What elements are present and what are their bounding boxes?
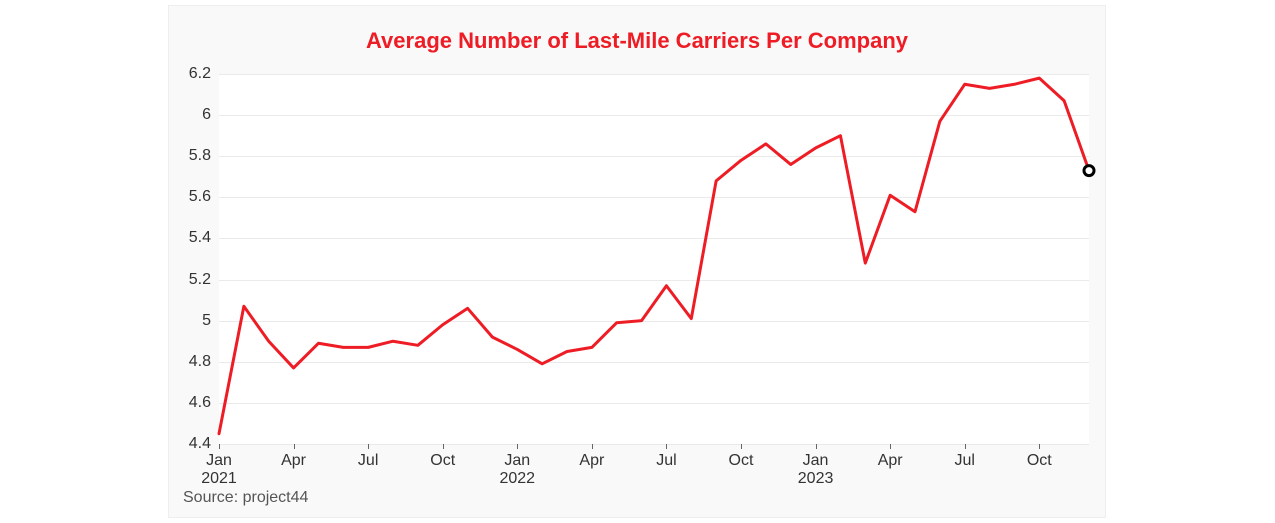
x-tick bbox=[965, 444, 966, 449]
y-tick-label: 4.4 bbox=[189, 435, 211, 453]
x-tick bbox=[741, 444, 742, 449]
x-tick-label: Oct bbox=[729, 452, 754, 470]
x-tick-label: Apr bbox=[281, 452, 306, 470]
y-tick-label: 4.8 bbox=[189, 353, 211, 371]
x-tick-label: Jul bbox=[954, 452, 974, 470]
chart-title: Average Number of Last-Mile Carriers Per… bbox=[169, 28, 1105, 54]
x-tick bbox=[294, 444, 295, 449]
x-tick bbox=[816, 444, 817, 449]
x-tick-label: Oct bbox=[430, 452, 455, 470]
y-tick-label: 5.4 bbox=[189, 229, 211, 247]
x-tick-label: Jan 2022 bbox=[499, 452, 535, 489]
x-tick-label: Oct bbox=[1027, 452, 1052, 470]
x-tick bbox=[219, 444, 220, 449]
y-tick-label: 5 bbox=[202, 312, 211, 330]
x-tick bbox=[890, 444, 891, 449]
x-tick-label: Apr bbox=[579, 452, 604, 470]
y-tick-label: 6 bbox=[202, 106, 211, 124]
y-tick-label: 5.8 bbox=[189, 147, 211, 165]
x-tick-label: Apr bbox=[878, 452, 903, 470]
x-tick bbox=[1039, 444, 1040, 449]
x-tick bbox=[368, 444, 369, 449]
end-marker bbox=[1084, 166, 1094, 176]
y-tick-label: 5.6 bbox=[189, 188, 211, 206]
x-tick bbox=[666, 444, 667, 449]
line-series-svg bbox=[219, 74, 1089, 444]
x-tick-label: Jan 2023 bbox=[798, 452, 834, 489]
plot-area bbox=[219, 74, 1089, 444]
y-gridline bbox=[219, 444, 1089, 445]
y-tick-label: 4.6 bbox=[189, 394, 211, 412]
x-tick-label: Jul bbox=[358, 452, 378, 470]
y-tick-label: 6.2 bbox=[189, 65, 211, 83]
x-tick-label: Jan 2021 bbox=[201, 452, 237, 489]
x-tick bbox=[592, 444, 593, 449]
y-tick-label: 5.2 bbox=[189, 271, 211, 289]
chart-card: Average Number of Last-Mile Carriers Per… bbox=[168, 5, 1106, 518]
x-tick bbox=[517, 444, 518, 449]
line-series bbox=[219, 78, 1089, 434]
x-tick bbox=[443, 444, 444, 449]
source-label: Source: project44 bbox=[183, 489, 308, 507]
x-tick-label: Jul bbox=[656, 452, 676, 470]
